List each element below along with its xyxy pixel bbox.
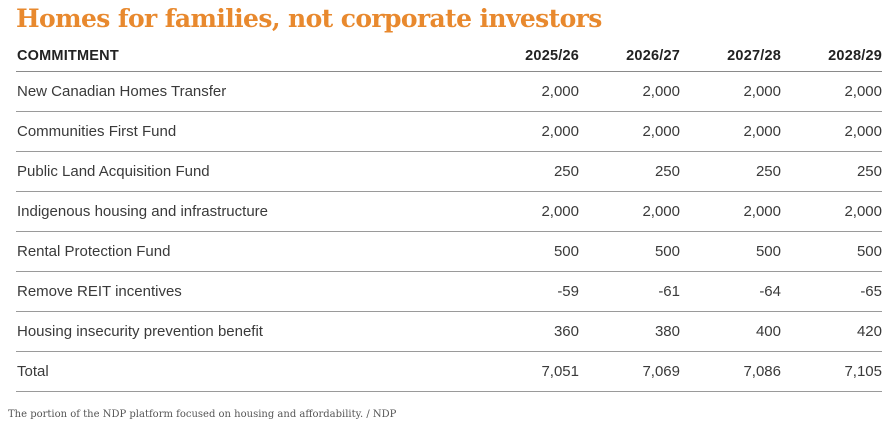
- table-row: New Canadian Homes Transfer 2,000 2,000 …: [16, 72, 882, 112]
- row-value: 250: [755, 163, 781, 180]
- column-header-commitment: COMMITMENT: [17, 47, 119, 64]
- table-header-row: COMMITMENT 2025/26 2026/27 2027/28 2028/…: [16, 40, 882, 72]
- row-value: -61: [658, 283, 680, 300]
- row-value: 250: [856, 163, 882, 180]
- row-value: 420: [856, 323, 882, 340]
- row-value: 2,000: [844, 203, 882, 220]
- table-row: Communities First Fund 2,000 2,000 2,000…: [16, 112, 882, 152]
- column-header-2027-28: 2027/28: [727, 47, 781, 64]
- table-row: Public Land Acquisition Fund 250 250 250…: [16, 152, 882, 192]
- row-value: 360: [553, 323, 579, 340]
- row-value: 2,000: [541, 203, 579, 220]
- row-value: 2,000: [844, 123, 882, 140]
- row-label: Remove REIT incentives: [17, 283, 182, 300]
- table-row: Housing insecurity prevention benefit 36…: [16, 312, 882, 352]
- row-value: -64: [759, 283, 781, 300]
- row-value: 500: [856, 243, 882, 260]
- row-value: 500: [553, 243, 579, 260]
- image-caption: The portion of the NDP platform focused …: [8, 409, 397, 420]
- row-value: 2,000: [642, 83, 680, 100]
- row-value: 250: [553, 163, 579, 180]
- row-value: 2,000: [642, 203, 680, 220]
- table-row: Indigenous housing and infrastructure 2,…: [16, 192, 882, 232]
- row-value: 7,051: [541, 363, 579, 380]
- row-value: 400: [755, 323, 781, 340]
- row-value: 7,105: [844, 363, 882, 380]
- row-label: New Canadian Homes Transfer: [17, 83, 227, 100]
- row-value: -59: [557, 283, 579, 300]
- table-row: Rental Protection Fund 500 500 500 500: [16, 232, 882, 272]
- row-value: 2,000: [541, 83, 579, 100]
- table-row-total: Total 7,051 7,069 7,086 7,105: [16, 352, 882, 392]
- commitments-table: COMMITMENT 2025/26 2026/27 2027/28 2028/…: [16, 40, 882, 392]
- row-value: 2,000: [642, 123, 680, 140]
- table-row: Remove REIT incentives -59 -61 -64 -65: [16, 272, 882, 312]
- page-title: Homes for families, not corporate invest…: [16, 4, 602, 33]
- row-value: 7,069: [642, 363, 680, 380]
- row-label: Indigenous housing and infrastructure: [17, 203, 269, 220]
- column-header-2026-27: 2026/27: [626, 47, 680, 64]
- row-value: 380: [654, 323, 680, 340]
- row-label: Rental Protection Fund: [17, 243, 171, 260]
- row-label: Communities First Fund: [17, 123, 177, 140]
- row-value: 2,000: [743, 123, 781, 140]
- row-value: 500: [755, 243, 781, 260]
- row-value: -65: [860, 283, 882, 300]
- row-value: 500: [654, 243, 680, 260]
- row-value: 2,000: [743, 203, 781, 220]
- row-value: 2,000: [844, 83, 882, 100]
- row-value: 2,000: [743, 83, 781, 100]
- row-label: Public Land Acquisition Fund: [17, 163, 210, 180]
- row-label: Total: [17, 363, 49, 380]
- column-header-2025-26: 2025/26: [525, 47, 579, 64]
- row-value: 2,000: [541, 123, 579, 140]
- row-value: 7,086: [743, 363, 781, 380]
- column-header-2028-29: 2028/29: [828, 47, 882, 64]
- row-value: 250: [654, 163, 680, 180]
- row-label: Housing insecurity prevention benefit: [17, 323, 263, 340]
